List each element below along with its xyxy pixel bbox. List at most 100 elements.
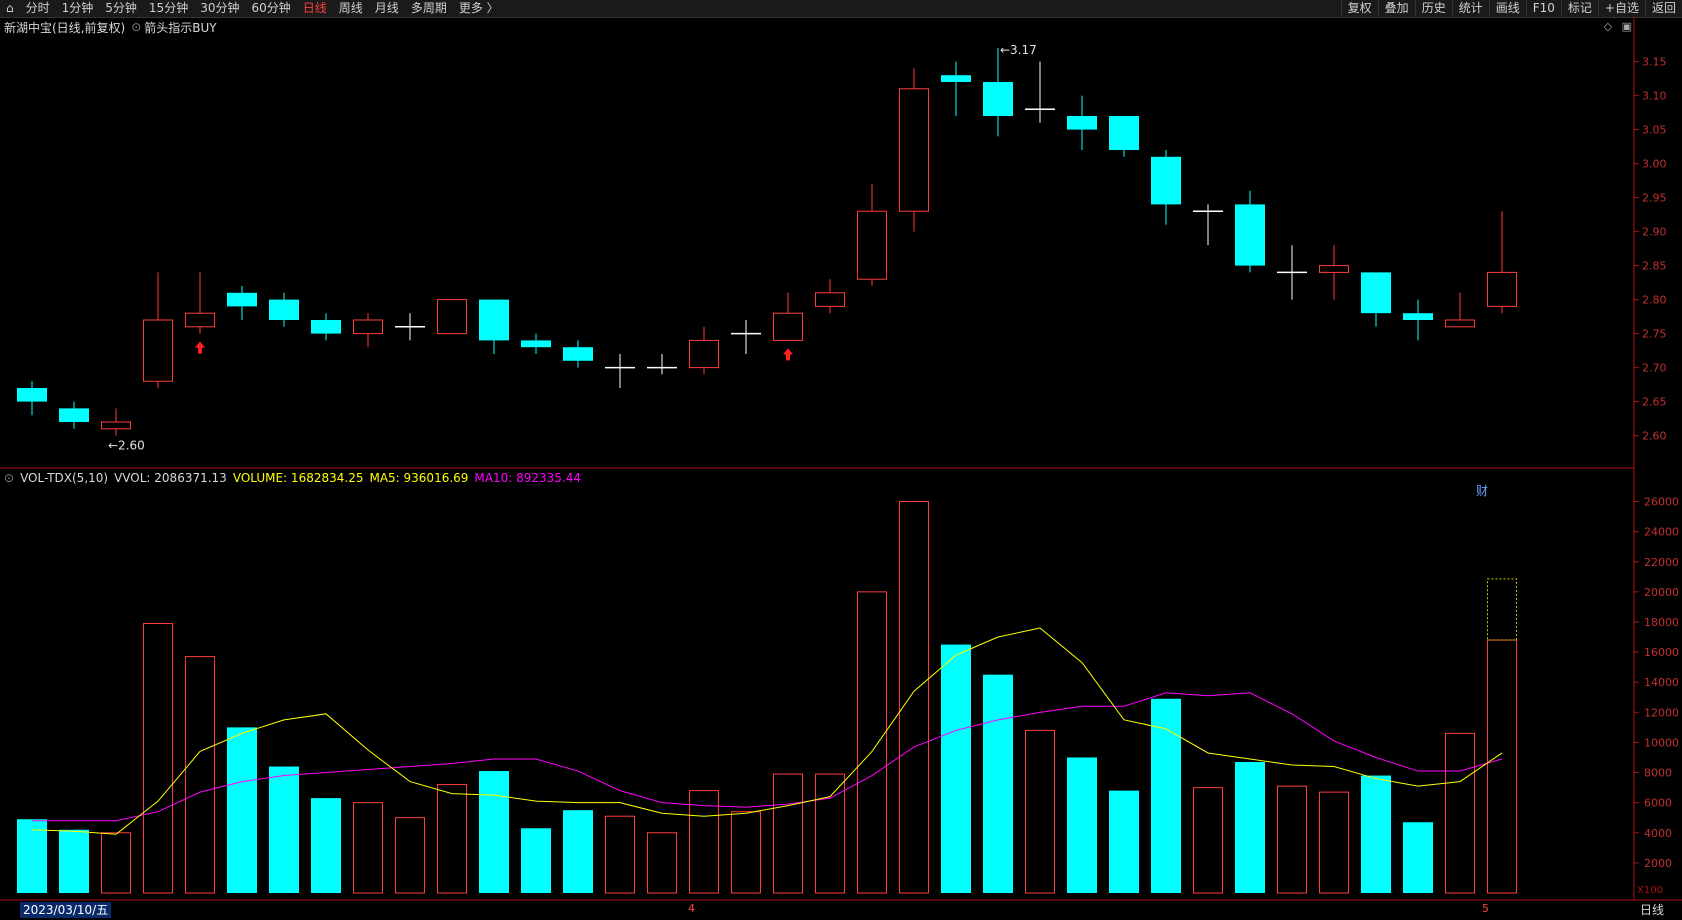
mark-button[interactable]: 标记 bbox=[1560, 0, 1598, 17]
indicator-toggle-icon[interactable]: ⊙ bbox=[131, 20, 142, 34]
period-label: 日线 bbox=[1640, 903, 1665, 917]
price-tick-label: 2.80 bbox=[1642, 294, 1667, 307]
candle-body-up bbox=[1319, 265, 1349, 273]
candle-body-down bbox=[1361, 272, 1391, 314]
ma5-value: MA5: 936016.69 bbox=[369, 470, 469, 485]
tab-period-1[interactable]: 1分钟 bbox=[61, 1, 94, 15]
tab-period-3[interactable]: 15分钟 bbox=[148, 1, 189, 15]
volume-bar-down bbox=[227, 727, 257, 893]
volume-bar-up bbox=[773, 773, 803, 894]
candle-body-up bbox=[185, 312, 215, 328]
volume-tick-label: 20000 bbox=[1644, 586, 1679, 599]
candle-body-up bbox=[101, 421, 131, 430]
candle-body-up bbox=[353, 319, 383, 335]
month-marker-4: 4 bbox=[688, 902, 695, 915]
volume-bar-up bbox=[437, 784, 467, 894]
f10-button[interactable]: F10 bbox=[1525, 0, 1561, 17]
volume-bar-down bbox=[941, 644, 971, 893]
back-button[interactable]: 返回 bbox=[1644, 0, 1682, 17]
price-tick-label: 2.95 bbox=[1642, 192, 1667, 205]
stats-button[interactable]: 统计 bbox=[1451, 0, 1489, 17]
volume-bar-down bbox=[17, 819, 47, 893]
tab-period-2[interactable]: 5分钟 bbox=[105, 1, 137, 15]
overlay-button[interactable]: 叠加 bbox=[1377, 0, 1415, 17]
tool-buttons: 复权 叠加 历史 统计 画线 F10 标记 +自选 返回 bbox=[1340, 0, 1682, 17]
vvol-value: VVOL: 2086371.13 bbox=[114, 470, 227, 485]
tab-period-daily[interactable]: 日线 bbox=[302, 1, 327, 15]
add-watchlist-button[interactable]: +自选 bbox=[1597, 0, 1645, 17]
candle-body-down bbox=[479, 299, 509, 341]
volume-bar-up bbox=[1025, 729, 1055, 894]
panel-controls: ◇ ▣ bbox=[1604, 20, 1632, 33]
volume-header: ⊙ VOL-TDX(5,10) VVOL: 2086371.13 VOLUME:… bbox=[0, 469, 587, 486]
history-button[interactable]: 历史 bbox=[1414, 0, 1452, 17]
price-tick-label: 2.90 bbox=[1642, 226, 1667, 239]
high-price-label: ←3.17 bbox=[1000, 43, 1037, 57]
volume-bar-up bbox=[1193, 787, 1223, 894]
candle-body-down bbox=[983, 82, 1013, 116]
candle-body-up bbox=[689, 339, 719, 369]
volume-bar-down bbox=[521, 828, 551, 893]
candle-body-down bbox=[227, 292, 257, 307]
period-toolbar: ⌂ 分时 1分钟 5分钟 15分钟 30分钟 60分钟 日线 周线 月线 多周期… bbox=[0, 0, 1682, 18]
volume-tick-label: 24000 bbox=[1644, 526, 1679, 539]
volume-value: VOLUME: 1682834.25 bbox=[232, 470, 364, 485]
buy-arrow-icon bbox=[783, 348, 793, 361]
volume-bar-up bbox=[353, 802, 383, 894]
tab-period-7[interactable]: 周线 bbox=[338, 1, 363, 15]
candle-body-down bbox=[1235, 204, 1265, 266]
volume-tick-label: 6000 bbox=[1644, 797, 1672, 810]
restore-button[interactable]: 复权 bbox=[1340, 0, 1378, 17]
price-tick-label: 2.70 bbox=[1642, 362, 1667, 375]
volume-bar-up bbox=[899, 501, 929, 894]
candle-body-down bbox=[521, 340, 551, 348]
volume-bar-down bbox=[1403, 822, 1433, 893]
maximize-icon[interactable]: ▣ bbox=[1621, 20, 1632, 33]
volume-bar-up bbox=[689, 790, 719, 894]
candle-body-up bbox=[899, 88, 929, 212]
volume-toggle-icon[interactable]: ⊙ bbox=[4, 470, 15, 485]
candle-body-up bbox=[857, 210, 887, 280]
candle-body-down bbox=[17, 388, 47, 402]
ma5-line bbox=[31, 627, 1503, 835]
volume-bar-down bbox=[563, 810, 593, 893]
volume-bar-up bbox=[647, 832, 677, 894]
volume-bar-down bbox=[1067, 757, 1097, 893]
indicator-name[interactable]: 箭头指示BUY bbox=[144, 20, 217, 35]
tab-period-0[interactable]: 分时 bbox=[25, 1, 50, 15]
volume-bar-down bbox=[983, 674, 1013, 893]
candle-body-down bbox=[563, 347, 593, 361]
low-price-label: ←2.60 bbox=[108, 439, 145, 453]
draw-button[interactable]: 画线 bbox=[1488, 0, 1526, 17]
volume-bar-down bbox=[269, 766, 299, 893]
volume-bar-down bbox=[479, 771, 509, 893]
ma10-value: MA10: 892335.44 bbox=[474, 470, 582, 485]
tab-period-8[interactable]: 月线 bbox=[374, 1, 399, 15]
volume-bar-up bbox=[185, 656, 215, 894]
diamond-icon[interactable]: ◇ bbox=[1603, 20, 1613, 33]
volume-bar-up bbox=[1319, 791, 1349, 894]
volume-tick-label: 10000 bbox=[1644, 736, 1679, 749]
finance-marker[interactable]: 财 bbox=[1476, 484, 1489, 498]
price-tick-label: 2.65 bbox=[1642, 396, 1667, 409]
window-menu-icon[interactable]: ⌂ bbox=[6, 1, 14, 15]
price-tick-label: 3.10 bbox=[1642, 90, 1667, 103]
volume-tick-label: 14000 bbox=[1644, 676, 1679, 689]
volume-bar-down bbox=[311, 798, 341, 893]
candle-body-down bbox=[59, 408, 89, 422]
volume-bar-up bbox=[731, 811, 761, 894]
candle-body-down bbox=[1109, 116, 1139, 150]
tab-period-more[interactable]: 更多 〉 bbox=[458, 1, 499, 15]
tab-period-5[interactable]: 60分钟 bbox=[251, 1, 291, 15]
volume-bar-down bbox=[59, 829, 89, 893]
stock-title: 新湖中宝(日线,前复权) bbox=[4, 20, 126, 35]
tab-period-4[interactable]: 30分钟 bbox=[200, 1, 240, 15]
cursor-date: 2023/03/10/五 bbox=[20, 902, 112, 918]
tab-period-9[interactable]: 多周期 bbox=[410, 1, 447, 15]
candle-body-up bbox=[143, 319, 173, 382]
vvol-projection bbox=[1487, 578, 1517, 641]
vol-indicator-name[interactable]: VOL-TDX(5,10) bbox=[20, 470, 109, 485]
ma10-line bbox=[32, 692, 1503, 822]
candle-body-down bbox=[1403, 313, 1433, 320]
